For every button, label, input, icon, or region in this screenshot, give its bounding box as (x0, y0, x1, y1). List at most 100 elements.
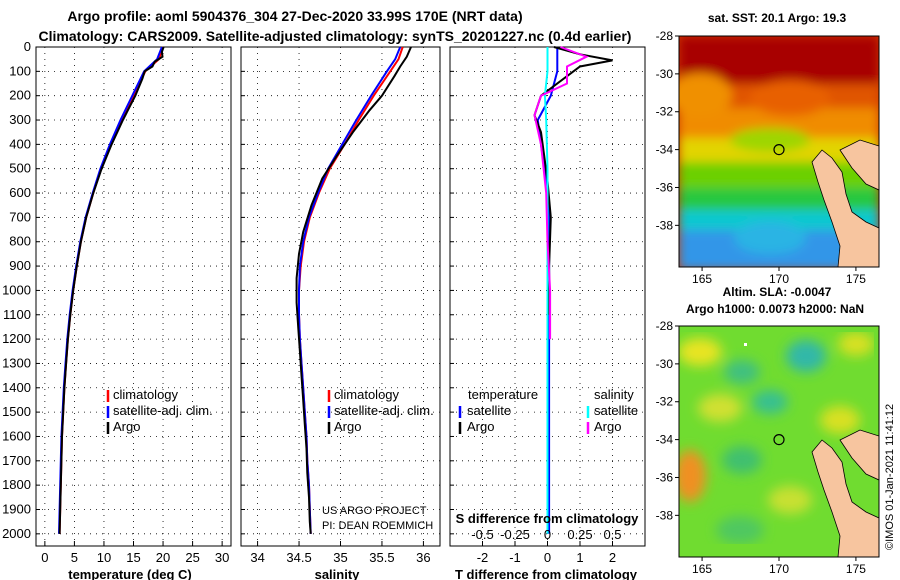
temperature-legend: climatology satellite-adj. clim. Argo (106, 387, 213, 434)
map-y-tick-label: -30 (656, 67, 674, 81)
x-tick-label: 34 (250, 550, 264, 565)
series-line-temperature-argo (58, 46, 165, 534)
salinity-axis-label: salinity (315, 567, 361, 580)
x-tick-label: 25 (185, 550, 199, 565)
sla-map-axes: 165 170 175 -28 -30 -32 -34 -36 -38 (656, 319, 867, 576)
land-mass (811, 439, 879, 557)
x-axes: 0 5 10 15 20 25 30 34 34.5 35 35.5 36 -2 -1 0 1 2 -0.5 -0.… (41, 527, 621, 565)
series-line-salinity-argo (295, 46, 412, 534)
x-tick-label: 15 (126, 550, 140, 565)
legend-header-temperature: temperature (468, 387, 538, 402)
argo-location-marker (773, 434, 785, 446)
map-y-tick-label: -38 (656, 508, 674, 522)
legend-header-salinity: salinity (594, 387, 634, 402)
legend-argo: Argo (334, 419, 361, 434)
s-tick-label: 0.25 (567, 527, 592, 542)
profile-panels (35, 46, 646, 547)
map-y-tick-label: -32 (656, 395, 674, 409)
sst-map-axes: 165 170 175 -28 -30 -32 -34 -36 -38 (656, 29, 867, 286)
map-y-tick-label: -34 (656, 143, 674, 157)
series-line-difference-s-argo (533, 46, 589, 340)
map-x-tick-label: 165 (692, 562, 712, 576)
depth-tick-label: 200 (9, 88, 31, 103)
land-mass-north (839, 429, 879, 481)
depth-tick-label: 100 (9, 63, 31, 78)
sst-map-field (679, 36, 879, 267)
map-y-tick-label: -38 (656, 218, 674, 232)
map-x-tick-label: 170 (769, 562, 789, 576)
x-tick-label: 10 (97, 550, 111, 565)
x-tick-label: -1 (509, 550, 521, 565)
s-tick-label: 0.5 (603, 527, 621, 542)
map-y-tick-label: -32 (656, 105, 674, 119)
s-tick-label: 0 (544, 527, 551, 542)
x-tick-label: 34.5 (286, 550, 311, 565)
depth-tick-label: 2000 (2, 526, 31, 541)
sla-map-title: Altim. SLA: -0.0047 (723, 285, 832, 299)
depth-tick-label: 400 (9, 136, 31, 151)
x-tick-label: 35.5 (369, 550, 394, 565)
legend-climatology: climatology (113, 387, 179, 402)
map-y-tick-label: -36 (656, 180, 674, 194)
depth-tick-label: 1000 (2, 282, 31, 297)
x-tick-label: 0 (544, 550, 551, 565)
credit-stamp: ©IMOS 01-Jan-2021 11:41:12 (884, 404, 896, 550)
s-difference-label: S difference from climatology (456, 511, 640, 526)
land-mass-north (839, 139, 879, 191)
depth-tick-label: 900 (9, 258, 31, 273)
argo-location-marker (773, 144, 785, 156)
depth-tick-label: 1700 (2, 453, 31, 468)
land-mass (811, 149, 879, 267)
x-tick-label: 20 (156, 550, 170, 565)
legend-satellite: satellite-adj. clim. (334, 403, 434, 418)
x-tick-label: 2 (609, 550, 616, 565)
map-y-tick-label: -28 (656, 29, 674, 43)
salinity-legend: climatology satellite-adj. clim. Argo US… (322, 387, 434, 532)
pi-annotation: PI: DEAN ROEMMICH (322, 520, 433, 532)
s-tick-label: -0.25 (500, 527, 530, 542)
map-y-tick-label: -34 (656, 433, 674, 447)
x-tick-label: 0 (41, 550, 48, 565)
legend-climatology: climatology (334, 387, 400, 402)
panel-frame-salinity (240, 46, 441, 547)
title-line-2: Climatology: CARS2009. Satellite-adjuste… (39, 28, 632, 44)
profile-lines (58, 46, 613, 534)
map-y-tick-label: -36 (656, 470, 674, 484)
legend-satellite: satellite-adj. clim. (113, 403, 213, 418)
title-line-1: Argo profile: aoml 5904376_304 27-Dec-20… (67, 8, 522, 24)
sla-map-field (679, 326, 879, 557)
depth-tick-label: 1400 (2, 380, 31, 395)
depth-tick-label: 1800 (2, 477, 31, 492)
map-y-tick-label: -30 (656, 357, 674, 371)
depth-tick-label: 1500 (2, 404, 31, 419)
map-x-tick-label: 170 (769, 272, 789, 286)
depth-tick-label: 0 (24, 39, 31, 54)
x-tick-label: 36 (416, 550, 430, 565)
legend-t-satellite: satellite (467, 403, 511, 418)
depth-tick-label: 600 (9, 185, 31, 200)
depth-tick-label: 500 (9, 161, 31, 176)
depth-tick-label: 300 (9, 112, 31, 127)
series-line-difference-s-satellite (543, 47, 549, 534)
s-tick-label: -0.5 (471, 527, 493, 542)
depth-tick-label: 700 (9, 209, 31, 224)
legend-s-satellite: satellite (594, 403, 638, 418)
missing-data-pixel (744, 343, 747, 346)
depth-axis: 0 100 200 300 400 500 600 700 800 900 1000 1100 1200… (2, 39, 31, 541)
legend-argo: Argo (113, 419, 140, 434)
depth-tick-label: 1900 (2, 501, 31, 516)
depth-tick-label: 1600 (2, 428, 31, 443)
panel-frame-temperature (35, 46, 232, 547)
legend-s-argo: Argo (594, 419, 621, 434)
x-tick-label: -2 (477, 550, 489, 565)
sst-map-title: sat. SST: 20.1 Argo: 19.3 (708, 11, 847, 25)
x-tick-label: 35 (333, 550, 347, 565)
x-tick-label: 1 (576, 550, 583, 565)
sla-map-subtitle: Argo h1000: 0.0073 h2000: NaN (686, 302, 864, 316)
difference-legend: temperature salinity satellite Argo sate… (458, 387, 638, 434)
map-y-tick-label: -28 (656, 319, 674, 333)
x-tick-label: 5 (71, 550, 78, 565)
depth-tick-label: 800 (9, 234, 31, 249)
x-tick-label: 30 (215, 550, 229, 565)
